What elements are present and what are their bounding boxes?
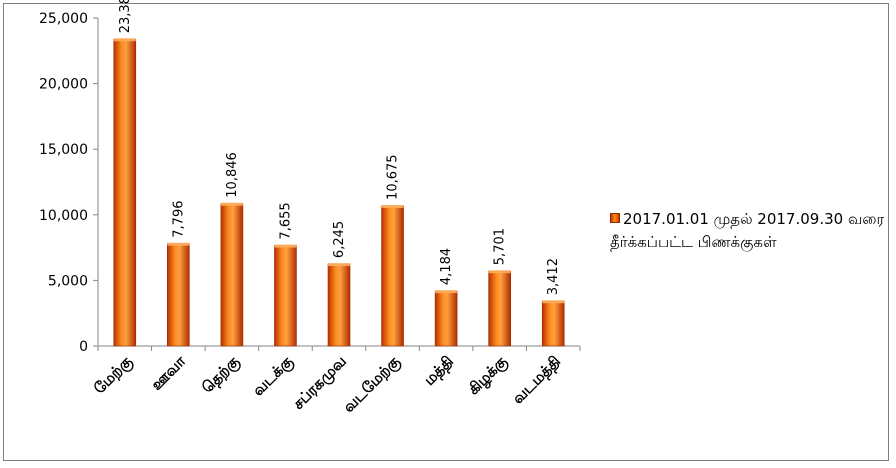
y-tick-label: 10,000 xyxy=(39,208,88,224)
data-label: 7,796 xyxy=(171,200,186,237)
y-tick-label: 0 xyxy=(79,339,88,355)
bar-top-cap xyxy=(488,270,511,274)
x-tick-label: வடமத்தி xyxy=(509,352,565,408)
x-tick-label: மேற்கு xyxy=(90,352,136,398)
y-tick-label: 25,000 xyxy=(39,11,88,27)
bar xyxy=(220,203,244,347)
bar-top-cap xyxy=(328,263,350,267)
data-label: 5,701 xyxy=(493,228,508,265)
data-label: 6,245 xyxy=(332,221,347,258)
bar-top-cap xyxy=(220,202,243,206)
bar xyxy=(113,38,137,347)
data-label: 3,412 xyxy=(546,258,561,295)
bar-top-cap xyxy=(542,300,565,304)
bar-top-cap xyxy=(381,204,404,208)
x-tick-label: கிழக்கு xyxy=(464,352,511,399)
bar-top-cap xyxy=(274,244,297,248)
y-tick-label: 5,000 xyxy=(48,273,88,289)
bar xyxy=(381,205,404,347)
bar-top-cap xyxy=(113,38,136,42)
x-tick-label: மத்தி xyxy=(420,352,458,390)
x-tick-label: வடக்கு xyxy=(249,352,297,400)
data-labels-group: 23,382 7,796 10,846 7,655 6,245 10,675 4,184 5,… xyxy=(118,0,561,295)
chart-frame xyxy=(3,3,889,461)
bar xyxy=(274,245,297,347)
bars-group xyxy=(113,38,565,347)
y-tick-label: 20,000 xyxy=(39,77,88,93)
data-label: 10,675 xyxy=(386,154,401,200)
bar xyxy=(434,290,458,347)
data-label: 23,382 xyxy=(118,0,133,33)
x-tick-label: ஊவா xyxy=(147,351,190,394)
bar xyxy=(488,270,511,347)
bar xyxy=(541,300,565,347)
legend-label: 2017.01.01 முதல் 2017.09.30 வரை தீர்க்கப… xyxy=(610,210,885,251)
bar xyxy=(167,243,190,347)
y-tick-label: 15,000 xyxy=(39,142,88,158)
data-label: 10,846 xyxy=(225,152,240,198)
legend: 2017.01.01 முதல் 2017.09.30 வரை தீர்க்கப… xyxy=(610,208,890,254)
x-tick-label: தெற்கு xyxy=(198,352,243,397)
x-tick-label: வடமேற்கு xyxy=(339,352,404,417)
data-label: 4,184 xyxy=(439,248,454,285)
bar-top-cap xyxy=(167,242,190,246)
data-label: 7,655 xyxy=(278,202,293,239)
legend-swatch xyxy=(610,213,620,223)
bar xyxy=(327,263,351,347)
bar-top-cap xyxy=(435,290,458,294)
